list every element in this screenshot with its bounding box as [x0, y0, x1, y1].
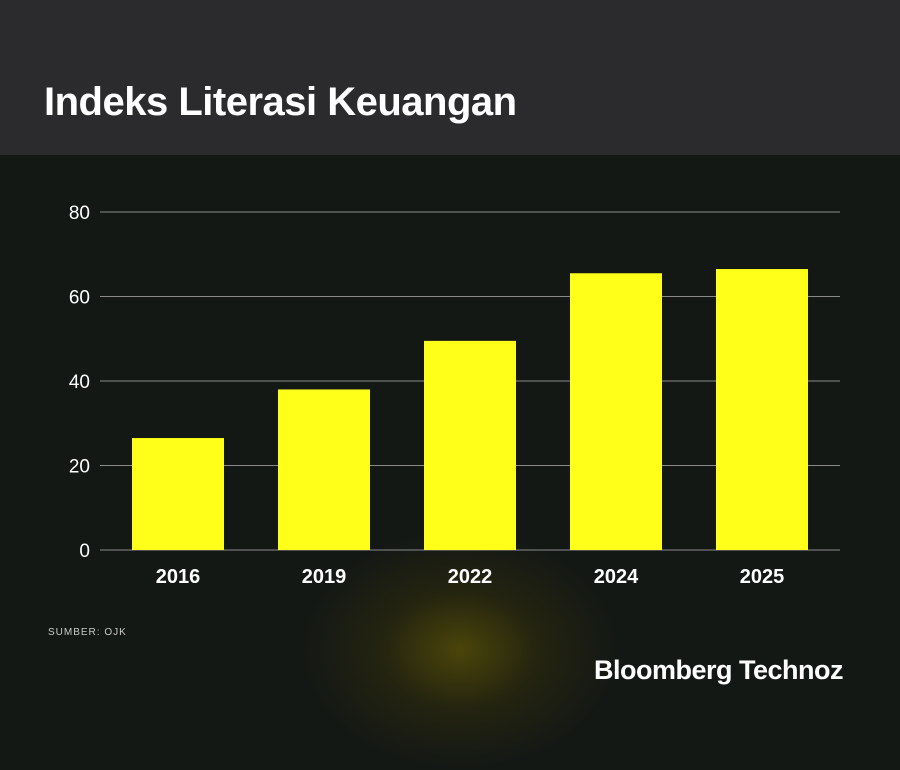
x-tick-label: 2016: [156, 566, 201, 588]
brand-logo: Bloomberg Technoz: [593, 655, 844, 685]
bars: [132, 269, 808, 550]
x-tick-label: 2022: [448, 566, 493, 588]
y-axis-ticks: 0 20 40 60 80: [69, 203, 90, 562]
bar-2022: [424, 340, 516, 550]
bar-2019: [278, 389, 370, 550]
y-tick-label: 20: [69, 457, 90, 478]
y-tick-label: 60: [69, 288, 90, 309]
bar-2025: [716, 269, 808, 550]
header-bar: Indeks Literasi Keuangan: [0, 0, 900, 155]
x-tick-label: 2019: [302, 566, 347, 588]
chart-title: Indeks Literasi Keuangan: [44, 80, 517, 124]
bar-2016: [132, 438, 224, 550]
y-tick-label: 0: [79, 541, 90, 562]
y-tick-label: 80: [69, 203, 90, 224]
y-tick-label: 40: [69, 372, 90, 393]
x-axis-ticks: 2016 2019 2022 2024 2025: [156, 566, 785, 588]
x-tick-label: 2025: [740, 566, 785, 588]
bar-2024: [570, 273, 662, 550]
bar-chart: 0 20 40 60 80 2016 2019 2022 2024 2025: [69, 203, 840, 588]
source-note: SUMBER: OJK: [48, 627, 127, 638]
x-tick-label: 2024: [594, 566, 639, 588]
